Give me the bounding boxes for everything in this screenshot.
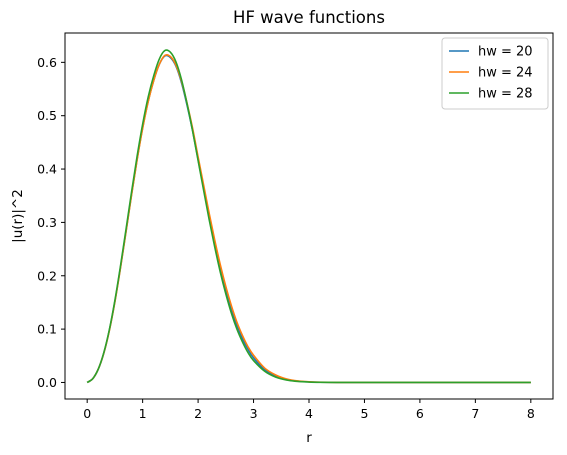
series-layer <box>86 49 531 384</box>
ticks-layer: 0 1 2 3 4 5 6 7 8 0.0 0.1 0.2 0.3 0.4 0.5 0.6 <box>37 55 535 421</box>
series-line-3 <box>86 49 531 384</box>
y-tick-label: 0.1 <box>37 322 57 337</box>
x-axis-title: r <box>306 430 312 446</box>
y-tick-label: 0.4 <box>37 162 57 177</box>
x-tick-label: 6 <box>416 406 424 421</box>
y-tick-label: 0.6 <box>37 55 57 70</box>
x-tick-label: 3 <box>250 406 258 421</box>
x-tick-label: 1 <box>139 406 147 421</box>
y-tick-label: 0.5 <box>37 108 57 123</box>
x-tick-label: 8 <box>527 406 535 421</box>
legend-box <box>441 37 549 110</box>
plot-frame <box>64 32 554 400</box>
y-tick-label: 0.3 <box>37 215 57 230</box>
legend: hw = 20 hw = 24 hw = 28 <box>441 37 549 110</box>
chart-title: HF wave functions <box>233 8 385 27</box>
legend-label-1: hw = 20 <box>478 45 533 60</box>
y-axis-title: |u(r)|^2 <box>10 189 26 243</box>
legend-label-3: hw = 28 <box>478 87 533 102</box>
x-tick-label: 2 <box>194 406 202 421</box>
x-tick-label: 4 <box>305 406 313 421</box>
x-tick-label: 0 <box>83 406 91 421</box>
y-tick-label: 0.0 <box>37 375 57 390</box>
legend-label-2: hw = 24 <box>478 66 533 81</box>
x-tick-label: 5 <box>360 406 368 421</box>
x-tick-label: 7 <box>471 406 479 421</box>
y-tick-label: 0.2 <box>37 268 57 283</box>
